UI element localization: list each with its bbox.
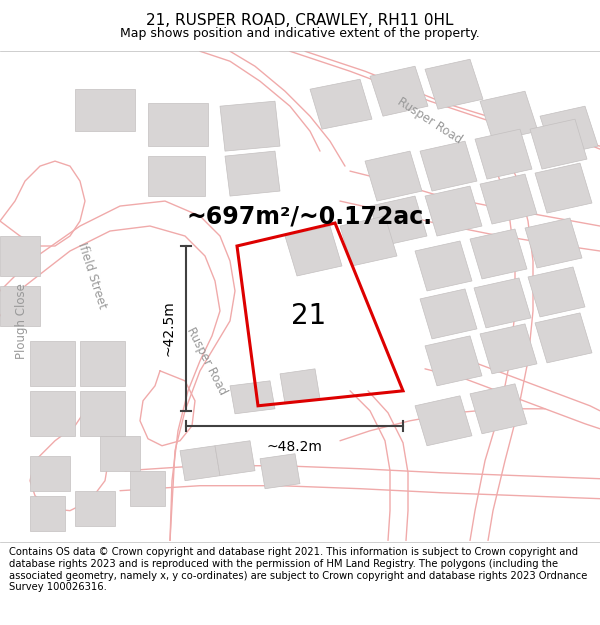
Polygon shape	[30, 456, 70, 491]
Polygon shape	[0, 236, 40, 276]
Polygon shape	[148, 156, 205, 196]
Polygon shape	[415, 241, 472, 291]
Text: 21: 21	[290, 302, 326, 331]
Polygon shape	[480, 324, 537, 374]
Polygon shape	[340, 216, 397, 266]
Polygon shape	[475, 129, 532, 179]
Text: ~48.2m: ~48.2m	[266, 440, 322, 454]
Polygon shape	[75, 491, 115, 526]
Polygon shape	[480, 91, 538, 141]
Text: Plough Close: Plough Close	[16, 283, 29, 359]
Polygon shape	[80, 391, 125, 436]
Polygon shape	[230, 381, 275, 414]
Polygon shape	[365, 151, 422, 201]
Polygon shape	[220, 101, 280, 151]
Polygon shape	[415, 396, 472, 446]
Text: Map shows position and indicative extent of the property.: Map shows position and indicative extent…	[120, 27, 480, 40]
Polygon shape	[285, 226, 342, 276]
Polygon shape	[215, 441, 255, 476]
Polygon shape	[0, 286, 40, 326]
Polygon shape	[30, 496, 65, 531]
Text: Ifield Street: Ifield Street	[75, 241, 109, 311]
Polygon shape	[530, 119, 587, 169]
Polygon shape	[370, 66, 428, 116]
Polygon shape	[425, 186, 482, 236]
Polygon shape	[535, 313, 592, 363]
Polygon shape	[535, 163, 592, 213]
Text: Contains OS data © Crown copyright and database right 2021. This information is : Contains OS data © Crown copyright and d…	[9, 548, 587, 592]
Text: Rusper Road: Rusper Road	[395, 96, 464, 147]
Polygon shape	[370, 196, 427, 246]
Polygon shape	[480, 174, 537, 224]
Polygon shape	[30, 391, 75, 436]
Polygon shape	[420, 289, 477, 339]
Text: 21, RUSPER ROAD, CRAWLEY, RH11 0HL: 21, RUSPER ROAD, CRAWLEY, RH11 0HL	[146, 12, 454, 28]
Polygon shape	[148, 103, 208, 146]
Polygon shape	[425, 336, 482, 386]
Polygon shape	[310, 79, 372, 129]
Polygon shape	[80, 341, 125, 386]
Polygon shape	[225, 151, 280, 196]
Polygon shape	[30, 341, 75, 386]
Polygon shape	[130, 471, 165, 506]
Polygon shape	[470, 229, 527, 279]
Polygon shape	[474, 278, 531, 328]
Text: ~697m²/~0.172ac.: ~697m²/~0.172ac.	[187, 204, 433, 228]
Text: Rusper Road: Rusper Road	[184, 325, 230, 397]
Polygon shape	[100, 436, 140, 471]
Text: ~42.5m: ~42.5m	[162, 300, 176, 356]
Polygon shape	[425, 59, 483, 109]
Polygon shape	[525, 218, 582, 268]
Polygon shape	[540, 106, 598, 156]
Polygon shape	[528, 267, 585, 317]
Polygon shape	[470, 384, 527, 434]
Polygon shape	[420, 141, 477, 191]
Polygon shape	[280, 369, 320, 404]
Polygon shape	[260, 454, 300, 489]
Polygon shape	[180, 446, 220, 481]
Polygon shape	[75, 89, 135, 131]
